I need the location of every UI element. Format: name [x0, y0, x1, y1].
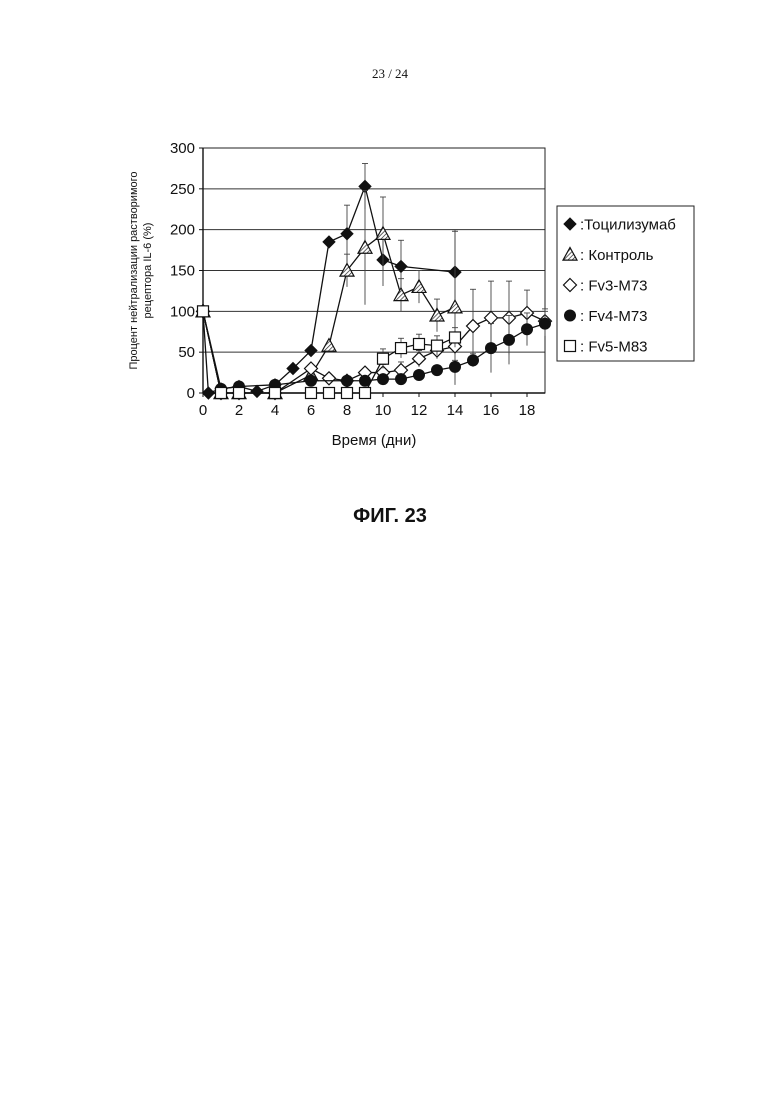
- data-point: [503, 334, 515, 346]
- x-tick-label: 12: [411, 402, 428, 419]
- data-point: [414, 339, 425, 350]
- x-tick-label: 8: [343, 402, 351, 419]
- data-point: [485, 342, 497, 354]
- data-point: [448, 300, 462, 313]
- x-tick-label: 14: [447, 402, 464, 419]
- data-point: [323, 236, 335, 248]
- series-0: [197, 164, 461, 399]
- data-point: [305, 362, 318, 375]
- legend-label: : Контроль: [580, 247, 654, 264]
- legend-label: : Fv5-M83: [580, 339, 648, 356]
- x-tick-label: 6: [307, 402, 315, 419]
- y-axis-title-line: рецептора IL-6 (%): [142, 223, 154, 319]
- data-point: [342, 388, 353, 399]
- legend: :Тоцилизумаб : Контроль : Fv3-M73 : Fv4-M73…: [557, 206, 694, 361]
- plot-area: 0 50 100 150 200 250 300 0 2 4 6 8 10 12 14 16 18: [170, 140, 552, 419]
- data-point: [358, 241, 372, 254]
- data-point: [324, 388, 335, 399]
- y-tick-label: 100: [170, 303, 195, 320]
- data-point: [376, 227, 390, 240]
- data-point: [306, 388, 317, 399]
- y-axis-title-line: Процент нейтрализации растворимого: [128, 171, 140, 369]
- x-tick-label: 2: [235, 402, 243, 419]
- x-tick-label: 16: [483, 402, 500, 419]
- data-point: [322, 339, 336, 352]
- data-point: [377, 373, 389, 385]
- data-point: [450, 332, 461, 343]
- data-point: [467, 354, 479, 366]
- data-point: [378, 353, 389, 364]
- legend-label: :Тоцилизумаб: [580, 217, 676, 234]
- x-axis-title: Время (дни): [332, 432, 417, 449]
- data-point: [360, 388, 371, 399]
- x-tick-label: 4: [271, 402, 279, 419]
- figure-caption: ФИГ. 23: [0, 505, 780, 528]
- x-tick-label: 18: [519, 402, 536, 419]
- data-point: [412, 280, 426, 293]
- data-point: [430, 308, 444, 321]
- data-point: [396, 343, 407, 354]
- y-tick-label: 150: [170, 263, 195, 280]
- data-point: [413, 369, 425, 381]
- data-point: [216, 388, 227, 399]
- legend-marker: [564, 310, 576, 322]
- data-point: [305, 375, 317, 387]
- series-1: [196, 190, 462, 398]
- series-2: [197, 281, 552, 399]
- data-point: [323, 372, 336, 385]
- y-tick-label: 250: [170, 181, 195, 198]
- data-point: [449, 361, 461, 373]
- y-tick-label: 50: [178, 344, 195, 361]
- data-point: [539, 318, 551, 330]
- data-point: [413, 352, 426, 365]
- data-point: [234, 388, 245, 399]
- legend-marker: [565, 341, 576, 352]
- data-point: [198, 306, 209, 317]
- data-point: [340, 264, 354, 277]
- data-point: [431, 364, 443, 376]
- data-point: [251, 385, 263, 397]
- x-tick-label: 10: [375, 402, 392, 419]
- x-tick-label: 0: [199, 402, 207, 419]
- data-point: [395, 373, 407, 385]
- series-3: [197, 305, 551, 395]
- y-axis-title: Процент нейтрализации растворимогорецепт…: [128, 171, 154, 369]
- data-point: [485, 311, 498, 324]
- data-point: [341, 375, 353, 387]
- data-point: [432, 340, 443, 351]
- series-line: [203, 234, 455, 393]
- legend-label: : Fv4-M73: [580, 308, 648, 325]
- data-point: [521, 323, 533, 335]
- data-point: [394, 288, 408, 301]
- legend-label: : Fv3-M73: [580, 278, 648, 295]
- y-tick-label: 300: [170, 140, 195, 157]
- y-tick-label: 0: [187, 385, 195, 402]
- y-tick-label: 200: [170, 222, 195, 239]
- data-point: [270, 388, 281, 399]
- data-point: [202, 387, 214, 399]
